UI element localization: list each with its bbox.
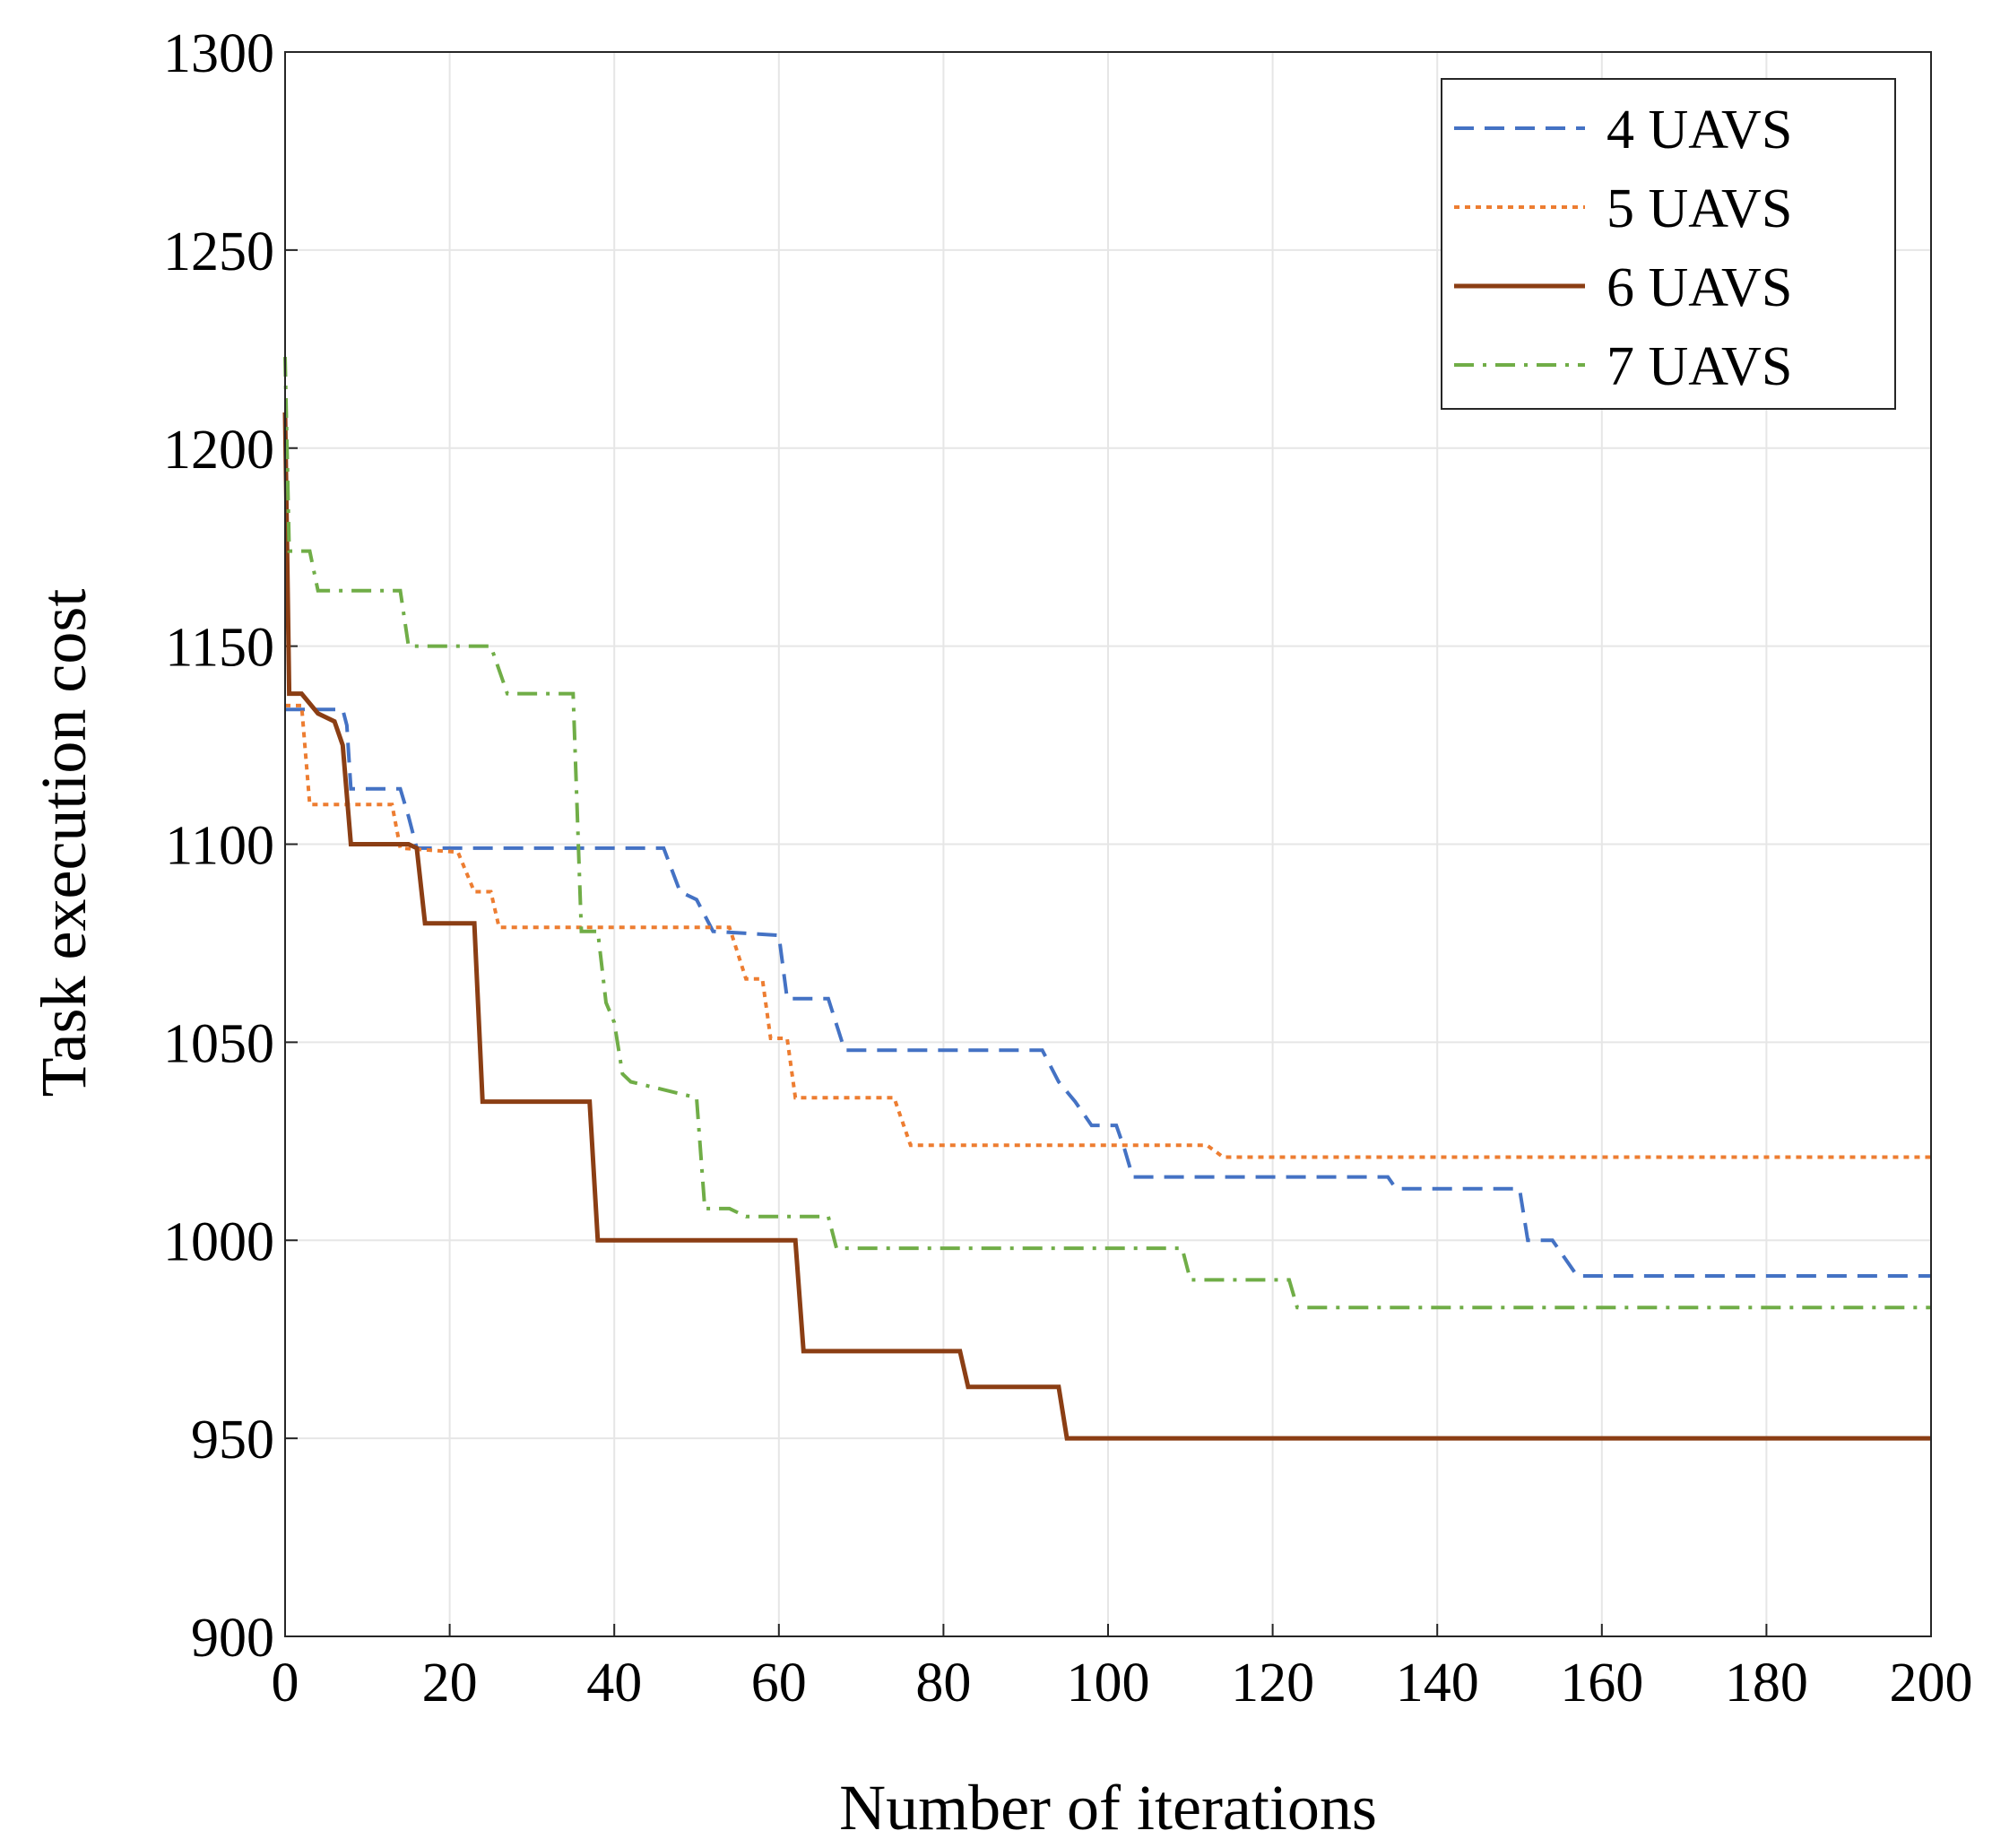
legend-label-4-uavs: 4 UAVS xyxy=(1607,100,1792,161)
x-tick-label: 60 xyxy=(751,1653,807,1714)
x-axis-title: Number of iterations xyxy=(839,1772,1377,1844)
x-tick-label: 40 xyxy=(586,1653,642,1714)
y-tick-label: 900 xyxy=(191,1608,274,1669)
x-tick-label: 180 xyxy=(1725,1653,1808,1714)
y-tick-label: 950 xyxy=(191,1410,274,1471)
y-tick-label: 1300 xyxy=(163,23,274,84)
x-tick-label: 80 xyxy=(915,1653,971,1714)
x-tick-label: 160 xyxy=(1560,1653,1643,1714)
y-tick-label: 1100 xyxy=(165,816,274,877)
x-tick-labels: 0 20 40 60 80 100 120 140 160 180 200 xyxy=(272,1653,1973,1714)
plot-frame xyxy=(284,51,1932,1637)
legend-label-6-uavs: 6 UAVS xyxy=(1607,257,1792,318)
series-line-6-uavs xyxy=(282,412,1931,1441)
x-tick-label: 140 xyxy=(1396,1653,1479,1714)
y-tick-labels: 900 950 1000 1050 1100 1150 1200 1250 1300 xyxy=(163,23,274,1669)
y-tick-label: 1050 xyxy=(163,1013,274,1074)
legend-box xyxy=(1441,78,1896,410)
x-tick-label: 200 xyxy=(1890,1653,1973,1714)
x-tick-label: 100 xyxy=(1067,1653,1150,1714)
y-tick-label: 1200 xyxy=(163,420,274,481)
x-tick-label: 0 xyxy=(272,1653,299,1714)
y-tick-label: 1250 xyxy=(163,221,274,282)
series-group xyxy=(282,357,1931,1441)
grid xyxy=(284,51,1932,1637)
legend-label-5-uavs: 5 UAVS xyxy=(1607,178,1792,239)
series-line-5-uavs xyxy=(285,703,1931,1159)
x-tick-label: 120 xyxy=(1231,1653,1314,1714)
legend-label-7-uavs: 7 UAVS xyxy=(1607,336,1792,397)
series-line-4-uavs xyxy=(285,707,1931,1278)
y-axis-title: Task execution cost xyxy=(28,589,100,1098)
x-tick-label: 20 xyxy=(422,1653,478,1714)
y-tick-label: 1150 xyxy=(165,618,274,679)
series-line-7-uavs xyxy=(283,357,1931,1310)
y-tick-label: 1000 xyxy=(163,1211,274,1272)
legend: 4 UAVS 5 UAVS 6 UAVS 7 UAVS xyxy=(1441,78,1896,410)
